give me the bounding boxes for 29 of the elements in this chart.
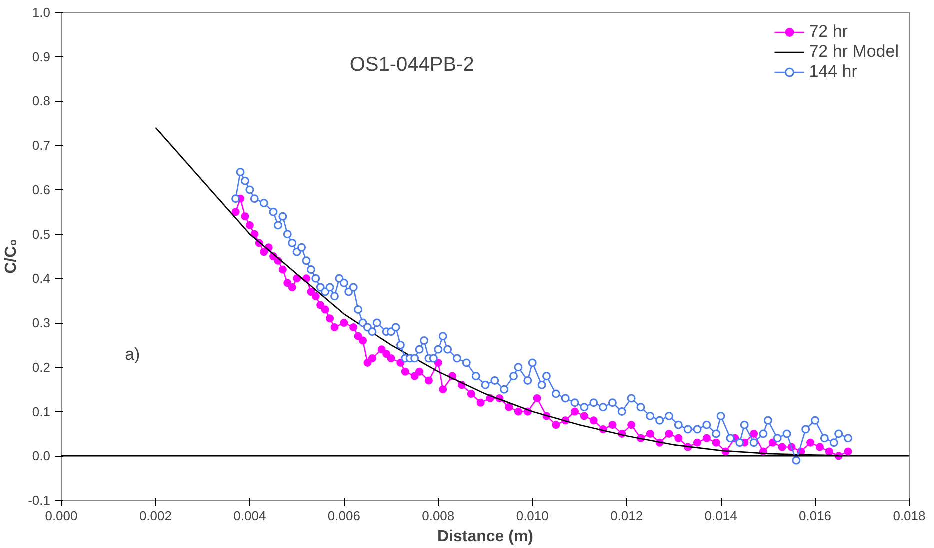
y-tick-label: 0.3 [32, 316, 51, 331]
y-tick-label: 0.1 [32, 404, 51, 420]
y-tick-label: 0.2 [32, 360, 51, 375]
y-tick-label: 0.5 [32, 226, 51, 242]
y-tick-label: 0.0 [32, 448, 51, 464]
x-tick-label: 0.000 [45, 508, 78, 524]
y-tick-label: 1.0 [32, 5, 51, 20]
x-tick-label: 0.018 [893, 508, 926, 524]
legend-label: 144 hr [809, 62, 858, 82]
annotation: OS1-044PB-2 [350, 54, 474, 76]
x-tick-label: 0.012 [610, 508, 644, 524]
y-tick-label: -0.1 [28, 493, 51, 508]
x-tick-label: 0.006 [328, 508, 360, 524]
y-tick-label: 0.9 [32, 49, 51, 64]
x-tick-label: 0.010 [516, 508, 549, 524]
y-axis-title: C/C₀ [3, 239, 20, 274]
x-tick-label: 0.014 [704, 508, 738, 524]
y-tick-label: 0.8 [32, 94, 51, 109]
y-tick-label: 0.7 [32, 138, 51, 154]
annotation: a) [125, 344, 140, 364]
x-tick-label: 0.004 [234, 508, 266, 524]
y-tick-label: 0.6 [32, 182, 51, 198]
y-tick-label: 0.4 [32, 271, 51, 286]
legend-label: 72 hr Model [809, 42, 899, 62]
x-axis-title: Distance (m) [437, 528, 534, 546]
legend-label: 72 hr [809, 22, 848, 42]
x-tick-label: 0.002 [139, 508, 172, 524]
x-tick-label: 0.016 [799, 508, 832, 524]
x-tick-label: 0.008 [422, 508, 455, 524]
